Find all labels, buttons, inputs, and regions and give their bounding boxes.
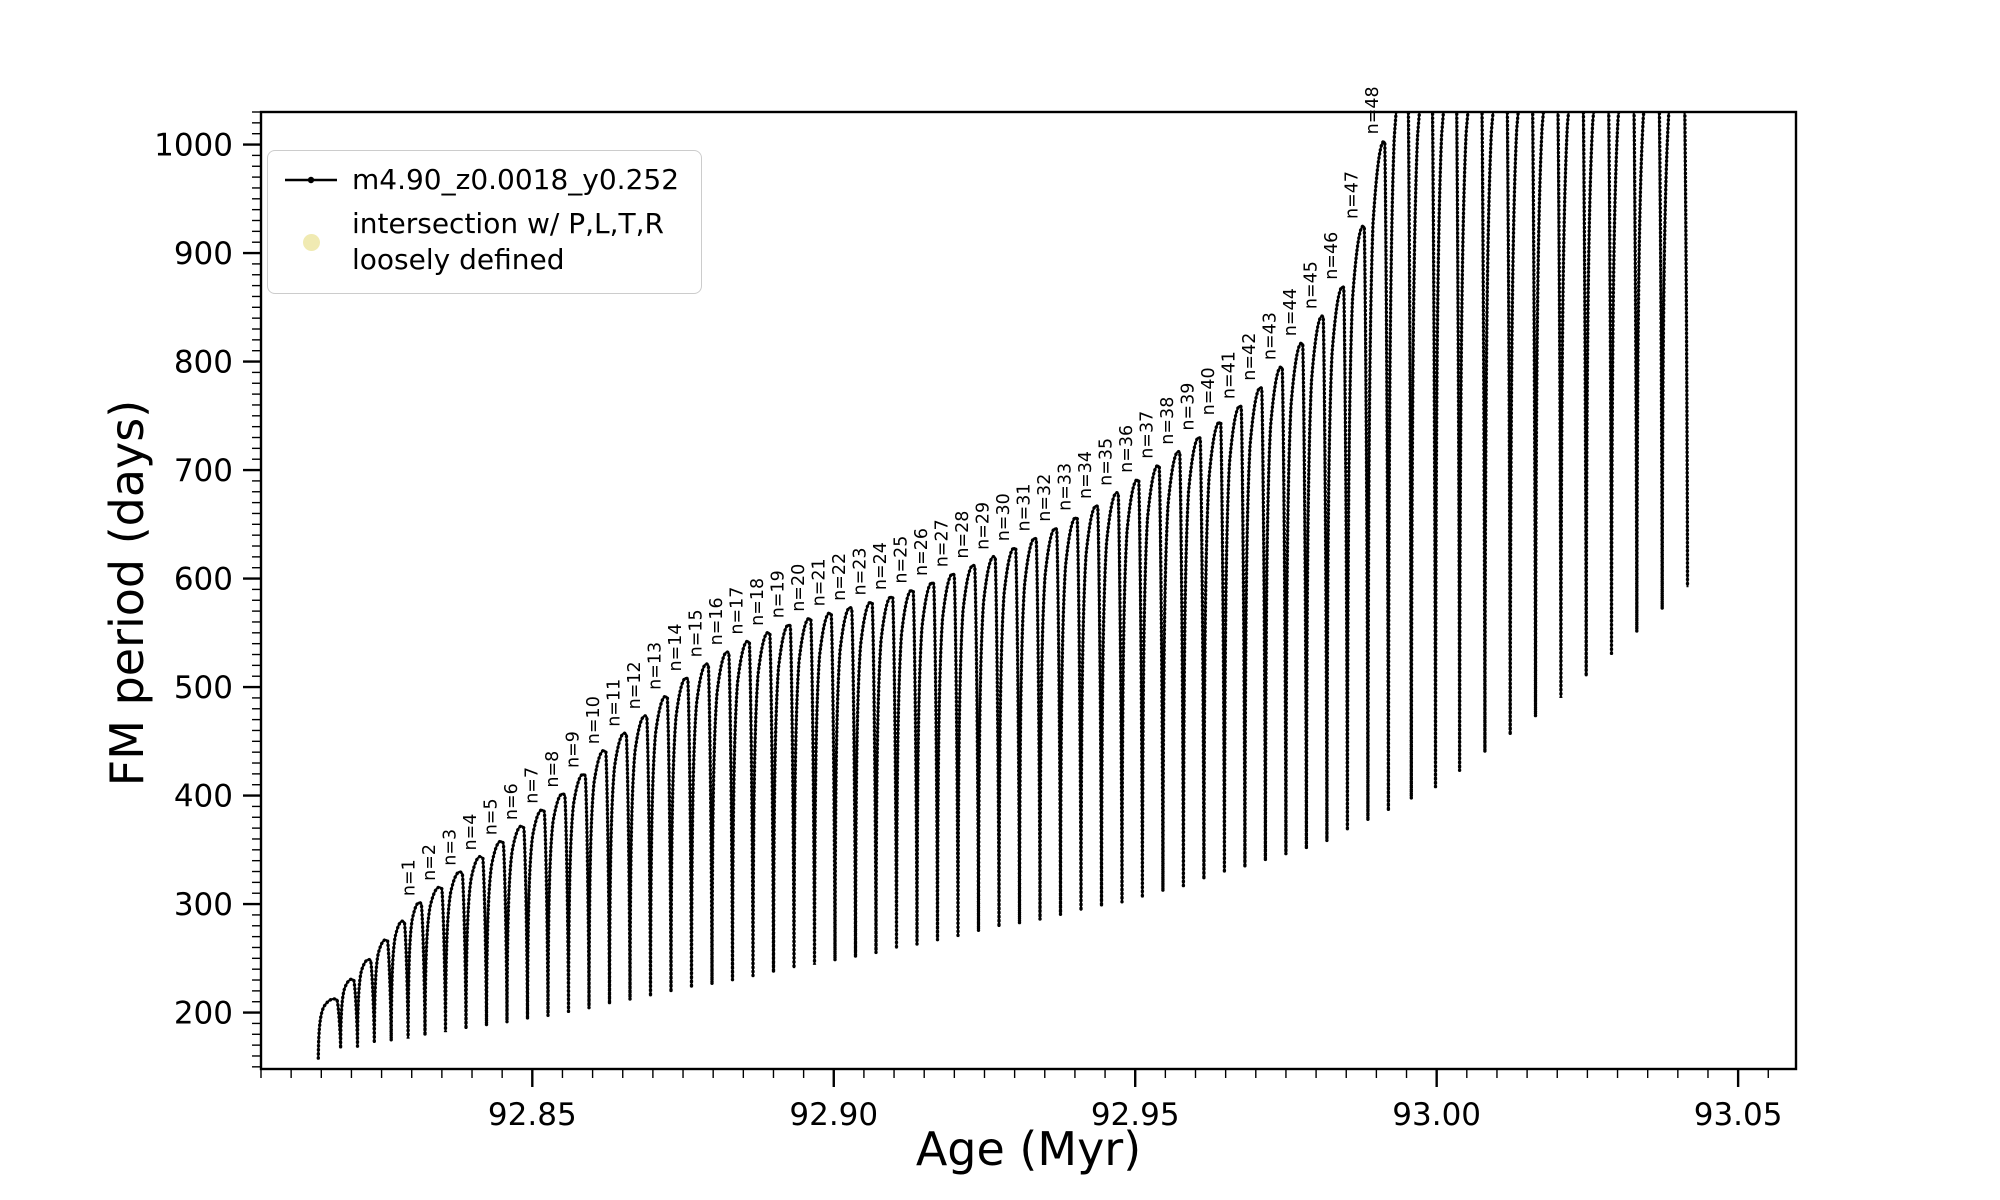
x-axis-label: Age (Myr) xyxy=(915,1122,1142,1176)
y-tick-label: 600 xyxy=(174,562,233,598)
scallop-annotation: n=39 xyxy=(1178,383,1198,431)
scallop-annotation: n=33 xyxy=(1055,463,1075,511)
scallop-annotation: n=8 xyxy=(543,751,563,788)
legend: m4.90_z0.0018_y0.252 intersection w/ P,L… xyxy=(267,150,703,294)
scallop-annotation: n=23 xyxy=(850,547,870,595)
scallop-annotation: n=10 xyxy=(584,696,604,744)
legend-circle-marker-icon xyxy=(302,233,320,251)
scallop-annotation: n=35 xyxy=(1096,438,1116,486)
scallop-annotation: n=43 xyxy=(1260,312,1280,360)
scallop-annotation: n=41 xyxy=(1219,351,1239,399)
y-tick-label: 400 xyxy=(174,779,233,815)
x-tick-label: 92.95 xyxy=(1091,1097,1180,1133)
legend-entry-intersection: intersection w/ P,L,T,R loosely defined xyxy=(282,206,679,279)
scallop-annotation: n=48 xyxy=(1363,86,1383,134)
legend-line-marker-icon xyxy=(282,169,340,191)
scallop-annotation: n=13 xyxy=(645,642,665,690)
scallop-annotation: n=29 xyxy=(973,502,993,550)
scallop-annotation: n=26 xyxy=(912,528,932,576)
scallop-annotation: n=38 xyxy=(1158,397,1178,445)
x-tick-label: 93.00 xyxy=(1392,1097,1481,1133)
scallop-annotation: n=36 xyxy=(1117,425,1137,473)
scallop-annotation: n=12 xyxy=(625,661,645,709)
series-group xyxy=(316,112,1690,1060)
y-tick-label: 700 xyxy=(174,453,233,489)
scallop-annotation: n=2 xyxy=(420,844,440,881)
scallop-annotation: n=3 xyxy=(440,829,460,866)
x-tick-label: 93.05 xyxy=(1694,1097,1783,1133)
scallop-annotation: n=17 xyxy=(727,587,747,635)
scallop-annotation: n=27 xyxy=(932,519,952,567)
scallop-annotation: n=11 xyxy=(604,679,624,727)
legend-entry-series: m4.90_z0.0018_y0.252 xyxy=(282,163,679,196)
scallop-annotation: n=7 xyxy=(522,767,542,804)
scallop-annotation: n=1 xyxy=(399,859,419,896)
y-tick-label: 800 xyxy=(174,345,233,381)
scallop-annotation: n=46 xyxy=(1322,232,1342,280)
y-tick-label: 200 xyxy=(174,996,233,1032)
scallop-annotation: n=5 xyxy=(481,798,501,835)
y-tick-label: 500 xyxy=(174,670,233,706)
scallop-annotation: n=24 xyxy=(871,542,891,590)
scallop-annotation: n=16 xyxy=(707,597,727,645)
scallop-annotation: n=31 xyxy=(1014,483,1034,531)
scallop-annotation: n=45 xyxy=(1301,261,1321,309)
scallop-annotation: n=28 xyxy=(953,511,973,559)
legend-entry-intersection-label: intersection w/ P,L,T,R loosely defined xyxy=(352,207,664,277)
scallop-annotation: n=42 xyxy=(1240,333,1260,381)
scallop-annotation: n=25 xyxy=(891,536,911,584)
axis-ticks: 92.85 92.90 92.95 93.00 93.05 200 300 400 500 600… xyxy=(154,111,1783,1133)
x-tick-label: 92.90 xyxy=(789,1097,878,1133)
scallop-labels: n=1 n=2 n=3 n=4 n=5 n=6 n=7 n=8n=9n=10 n=11 n=12 n… xyxy=(399,86,1382,896)
legend-entry-series-label: m4.90_z0.0018_y0.252 xyxy=(352,163,680,196)
scallop-annotation: n=40 xyxy=(1199,367,1219,415)
scallop-annotation: n=20 xyxy=(789,564,809,612)
scallop-annotation: n=9 xyxy=(563,731,583,768)
scallop-annotation: n=18 xyxy=(748,578,768,626)
scallop-annotation: n=32 xyxy=(1035,474,1055,522)
x-tick-label: 92.85 xyxy=(488,1097,577,1133)
scallop-annotation: n=6 xyxy=(502,783,522,820)
scallop-annotation: n=47 xyxy=(1342,171,1362,219)
scallop-annotation: n=21 xyxy=(809,558,829,606)
y-tick-label: 900 xyxy=(174,236,233,272)
scallop-annotation: n=15 xyxy=(686,609,706,657)
scallop-annotation: n=30 xyxy=(994,493,1014,541)
scallop-annotation: n=4 xyxy=(461,814,481,851)
scallop-annotation: n=19 xyxy=(768,570,788,618)
scallop-annotation: n=14 xyxy=(666,623,686,671)
y-axis-label: FM period (days) xyxy=(100,399,154,787)
scallop-annotation: n=44 xyxy=(1281,288,1301,336)
scallop-annotation: n=34 xyxy=(1076,451,1096,499)
scallop-annotation: n=22 xyxy=(830,553,850,601)
legend-line-dot xyxy=(307,176,315,183)
y-tick-label: 300 xyxy=(174,887,233,923)
plot-spines xyxy=(259,110,1798,1071)
series-markers xyxy=(316,112,1690,1060)
y-tick-label: 1000 xyxy=(154,128,233,164)
scallop-annotation: n=37 xyxy=(1137,411,1157,459)
